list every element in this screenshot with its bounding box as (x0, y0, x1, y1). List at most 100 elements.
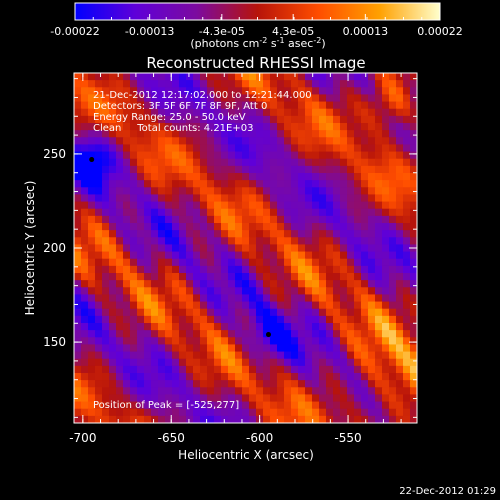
heatmap-cell (319, 208, 327, 217)
heatmap-cell (368, 230, 376, 238)
heatmap-cell (389, 115, 397, 124)
heatmap-cell (333, 215, 341, 224)
heatmap-cell (186, 358, 194, 367)
heatmap-cell (102, 165, 110, 174)
heatmap-cell (207, 365, 215, 374)
heatmap-cell (95, 230, 103, 238)
heatmap-cell (207, 87, 215, 96)
heatmap-cell (305, 273, 313, 281)
heatmap-cell (326, 180, 334, 188)
heatmap-cell (172, 173, 180, 181)
heatmap-cell (312, 187, 320, 196)
heatmap-cell (151, 323, 159, 331)
heatmap-cell (396, 373, 404, 381)
heatmap-cell (410, 108, 417, 117)
heatmap-cell (109, 223, 117, 231)
heatmap-cell (242, 265, 250, 274)
heatmap-cell (95, 358, 103, 367)
heatmap-cell (375, 158, 383, 167)
heatmap-cell (270, 101, 278, 110)
heatmap-cell (305, 415, 313, 423)
heatmap-cell (298, 194, 306, 203)
heatmap-cell (368, 358, 376, 367)
heatmap-cell (389, 251, 397, 260)
heatmap-cell (347, 130, 355, 138)
heatmap-cell (137, 165, 145, 174)
heatmap-cell (123, 237, 131, 246)
heatmap-cell (228, 330, 236, 338)
heatmap-cell (88, 101, 96, 110)
heatmap-cell (277, 130, 285, 138)
heatmap-cell (214, 230, 222, 238)
heatmap-cell (354, 151, 362, 160)
heatmap-cell (137, 94, 145, 103)
heatmap-cell (102, 287, 110, 296)
heatmap-cell (361, 230, 369, 238)
heatmap-cell (207, 230, 215, 238)
heatmap-cell (312, 223, 320, 231)
heatmap-cell (116, 287, 124, 296)
heatmap-cell (277, 194, 285, 203)
heatmap-cell (158, 265, 166, 274)
heatmap-cell (410, 415, 417, 423)
heatmap-cell (361, 101, 369, 110)
heatmap-cell (312, 144, 320, 153)
heatmap-cell (382, 144, 390, 153)
heatmap-cell (102, 308, 110, 317)
heatmap-cell (158, 223, 166, 231)
heatmap-cell (256, 101, 264, 110)
heatmap-cell (130, 108, 138, 117)
heatmap-cell (137, 123, 145, 131)
heatmap-cell (88, 273, 96, 281)
heatmap-cell (361, 144, 369, 153)
heatmap-cell (242, 87, 250, 96)
heatmap-cell (354, 208, 362, 217)
heatmap-cell (158, 258, 166, 267)
heatmap-cell (277, 180, 285, 188)
heatmap-cell (326, 330, 334, 338)
heatmap-cell (144, 194, 152, 203)
heatmap-cell (193, 244, 201, 253)
heatmap-cell (368, 123, 376, 131)
heatmap-cell (123, 358, 131, 367)
heatmap-cell (228, 101, 236, 110)
heatmap-cell (319, 315, 327, 324)
heatmap-cell (326, 344, 334, 353)
heatmap-cell (102, 337, 110, 346)
colorbar-tick-label: -0.00022 (50, 25, 99, 38)
heatmap-cell (81, 301, 89, 310)
heatmap-cell (263, 308, 271, 317)
heatmap-cell (116, 208, 124, 217)
heatmap-cell (221, 387, 229, 396)
heatmap-cell (277, 230, 285, 238)
heatmap-cell (382, 115, 390, 124)
heatmap-cell (389, 151, 397, 160)
heatmap-cell (88, 73, 96, 81)
heatmap-cell (179, 130, 187, 138)
heatmap-cell (403, 123, 411, 131)
heatmap-cell (312, 251, 320, 260)
heatmap-cell (263, 123, 271, 131)
heatmap-cell (340, 351, 348, 360)
heatmap-cell (326, 258, 334, 267)
heatmap-cell (361, 208, 369, 217)
heatmap-cell (109, 130, 117, 138)
heatmap-cell (88, 323, 96, 331)
heatmap-cell (277, 123, 285, 131)
heatmap-cell (74, 173, 82, 181)
heatmap-cell (109, 280, 117, 288)
heatmap-cell (291, 365, 299, 374)
heatmap-cell (116, 101, 124, 110)
heatmap-cell (291, 380, 299, 388)
heatmap-cell (291, 294, 299, 303)
heatmap-cell (179, 108, 187, 117)
heatmap-cell (256, 94, 264, 103)
heatmap-cell (228, 415, 236, 423)
heatmap-cell (130, 308, 138, 317)
heatmap-cell (403, 230, 411, 238)
heatmap-cell (95, 108, 103, 117)
heatmap-cell (403, 265, 411, 274)
heatmap-cell (123, 251, 131, 260)
heatmap-cell (291, 373, 299, 381)
heatmap-cell (186, 323, 194, 331)
